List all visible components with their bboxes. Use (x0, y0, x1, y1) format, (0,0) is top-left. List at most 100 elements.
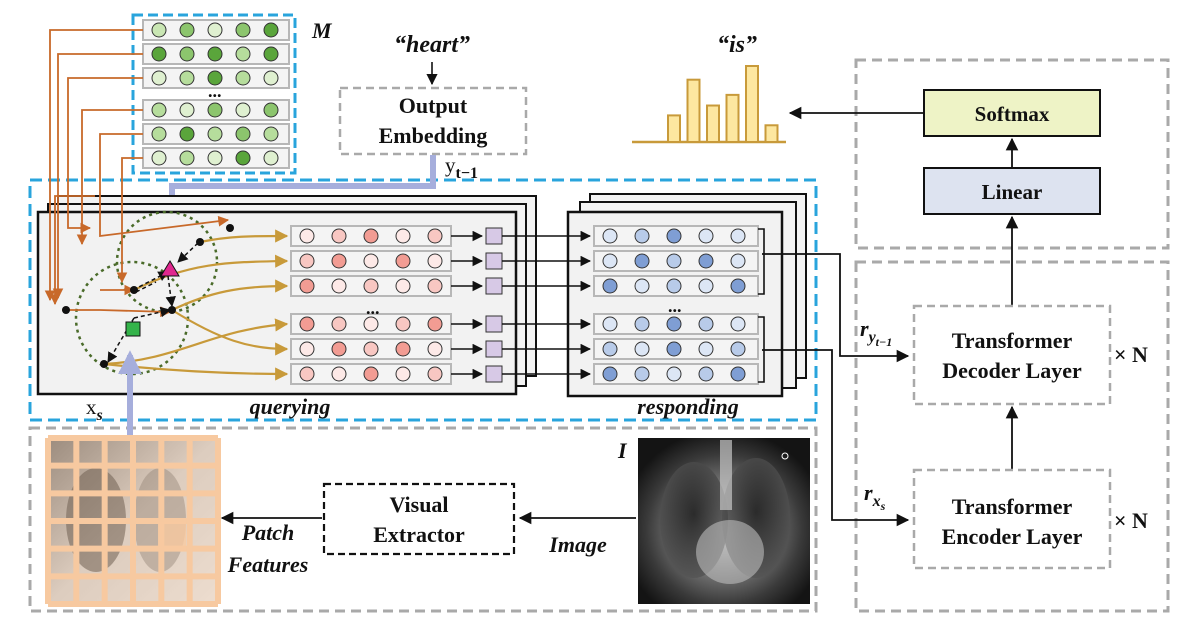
response-cell (730, 253, 746, 269)
encoder-box (912, 468, 1112, 570)
query-cell (331, 366, 347, 382)
response-ellipsis: ... (668, 296, 682, 316)
query-square (485, 315, 503, 333)
softmax-label: Softmax (975, 102, 1050, 126)
response-cell (602, 341, 618, 357)
query-cell (299, 228, 315, 244)
memory-cell (207, 102, 223, 118)
response-cell (634, 341, 650, 357)
response-cell (698, 278, 714, 294)
memory-cell (151, 126, 167, 142)
histogram-bar (686, 78, 701, 143)
memory-cell (207, 70, 223, 86)
query-cell (331, 228, 347, 244)
query-cell (363, 228, 379, 244)
query-cell (395, 253, 411, 269)
visual-extractor-line1: Visual (389, 492, 448, 517)
output-embedding-box (338, 86, 528, 156)
response-cell (666, 278, 682, 294)
response-cell (666, 228, 682, 244)
memory-cell (235, 46, 251, 62)
memory-cell (179, 126, 195, 142)
memory-cell (207, 126, 223, 142)
response-cell (602, 278, 618, 294)
decoder-times-n: × N (1114, 342, 1148, 367)
memory-cell (235, 150, 251, 166)
query-cell (331, 278, 347, 294)
memory-link (49, 195, 95, 306)
response-cell (666, 366, 682, 382)
query-cell (427, 366, 443, 382)
attention-points (62, 224, 234, 368)
memory-ellipsis: ... (208, 81, 222, 101)
memory-cell (263, 102, 279, 118)
response-cell (730, 278, 746, 294)
response-bracket-top (758, 228, 765, 295)
query-rows (290, 225, 592, 385)
response-cell (634, 228, 650, 244)
query-cell (299, 341, 315, 357)
memory-cell (207, 150, 223, 166)
query-cell (395, 341, 411, 357)
decoder-box (912, 304, 1112, 406)
response-cell (698, 228, 714, 244)
query-cell (331, 341, 347, 357)
response-cell (698, 253, 714, 269)
memory-cell (179, 46, 195, 62)
xs-label: xs (86, 395, 103, 424)
memory-cell (179, 102, 195, 118)
visual-extractor-line2: Extractor (373, 522, 465, 547)
querying-label: querying (250, 394, 331, 419)
encoder-line1: Transformer (952, 494, 1073, 519)
memory-box (131, 13, 297, 175)
memory-cell (235, 126, 251, 142)
query-cell (331, 253, 347, 269)
response-cell (634, 316, 650, 332)
response-cell (730, 228, 746, 244)
histogram-bar (745, 65, 759, 143)
image-arrow-label: Image (548, 532, 607, 557)
query-cell (363, 341, 379, 357)
linear-label: Linear (982, 180, 1043, 204)
memory-cell (151, 150, 167, 166)
response-cell (602, 253, 618, 269)
query-ellipsis: ... (366, 298, 380, 318)
query-cell (395, 316, 411, 332)
query-cell (427, 316, 443, 332)
memory-cell (207, 46, 223, 62)
histogram-bar (764, 124, 779, 143)
memory-link (67, 77, 143, 234)
query-cell (363, 278, 379, 294)
softmax-box (923, 89, 1101, 137)
patch-features-grid (45, 435, 221, 607)
memory-query-links (44, 29, 230, 318)
is-token: “is” (717, 32, 757, 58)
memory-cell (235, 70, 251, 86)
response-cell (730, 366, 746, 382)
response-cell (634, 253, 650, 269)
memory-cell (179, 150, 195, 166)
memory-cell (151, 70, 167, 86)
memory-link (76, 109, 143, 246)
visual-extractor-box (322, 482, 516, 556)
response-cell (698, 316, 714, 332)
response-cell (634, 278, 650, 294)
encoder-times-n: × N (1114, 508, 1148, 533)
patch-highlight (158, 522, 186, 550)
memory-cell (235, 22, 251, 38)
y-t-minus-1-label: yt−1 (445, 153, 478, 182)
decoder-line1: Transformer (952, 328, 1073, 353)
query-cell (427, 278, 443, 294)
memory-link (62, 306, 172, 318)
query-cell (363, 253, 379, 269)
memory-link (44, 29, 143, 302)
memory-cell (151, 102, 167, 118)
memory-link (52, 53, 143, 300)
query-point-square (125, 321, 141, 337)
response-cell (666, 253, 682, 269)
response-cell (602, 228, 618, 244)
memory-cell (263, 150, 279, 166)
visual-section-box (28, 426, 818, 613)
histogram-bar (667, 114, 681, 144)
